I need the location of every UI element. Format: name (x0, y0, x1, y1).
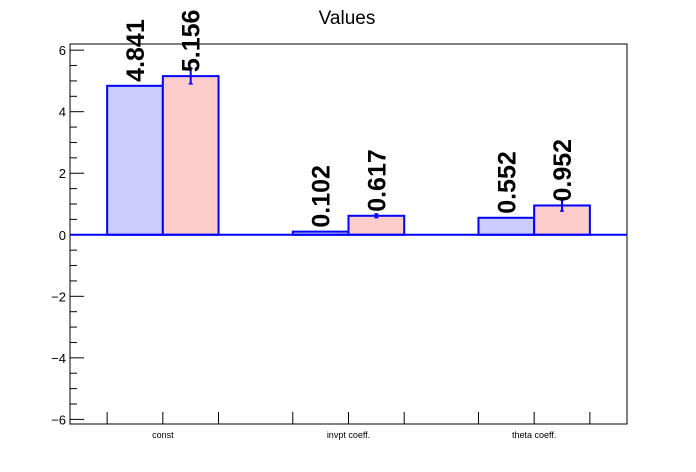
bar (106, 84, 164, 236)
x-category-label: invpt coeff. (327, 430, 370, 440)
plot-area: −6 −4 −2 0 2 4 6 const invpt coeff. theta coeff. 4… (51, 10, 628, 440)
y-tick-label: 0 (59, 228, 66, 243)
y-tick-label: 4 (59, 105, 66, 120)
y-tick-label: 2 (59, 166, 66, 181)
x-category-label: const (152, 430, 174, 440)
data-label: 0.552 (493, 151, 521, 214)
data-label: 4.841 (122, 19, 150, 82)
x-category-label: theta coeff. (512, 430, 556, 440)
y-tick-label: −2 (51, 289, 66, 304)
data-label: 0.102 (308, 165, 336, 228)
data-label: 5.156 (178, 10, 206, 73)
data-label: 0.617 (363, 149, 391, 212)
y-tick-label: −6 (51, 412, 66, 427)
y-tick-label: −4 (51, 351, 66, 366)
y-tick-label: 6 (59, 43, 66, 58)
data-label: 0.952 (549, 139, 577, 202)
bar (477, 216, 536, 236)
bar (161, 75, 220, 236)
bar (347, 214, 406, 236)
chart-title: Values (319, 8, 376, 29)
